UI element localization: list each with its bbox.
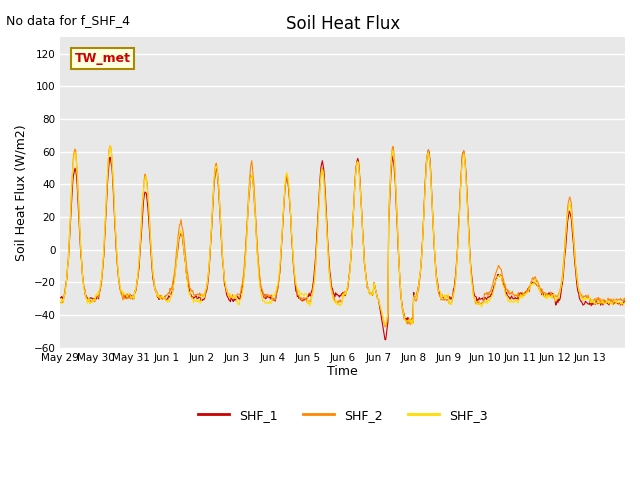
Text: No data for f_SHF_4: No data for f_SHF_4 [6, 14, 131, 27]
Title: Soil Heat Flux: Soil Heat Flux [285, 15, 400, 33]
Y-axis label: Soil Heat Flux (W/m2): Soil Heat Flux (W/m2) [15, 124, 28, 261]
Text: TW_met: TW_met [74, 52, 131, 65]
Legend: SHF_1, SHF_2, SHF_3: SHF_1, SHF_2, SHF_3 [193, 404, 492, 427]
X-axis label: Time: Time [327, 365, 358, 378]
